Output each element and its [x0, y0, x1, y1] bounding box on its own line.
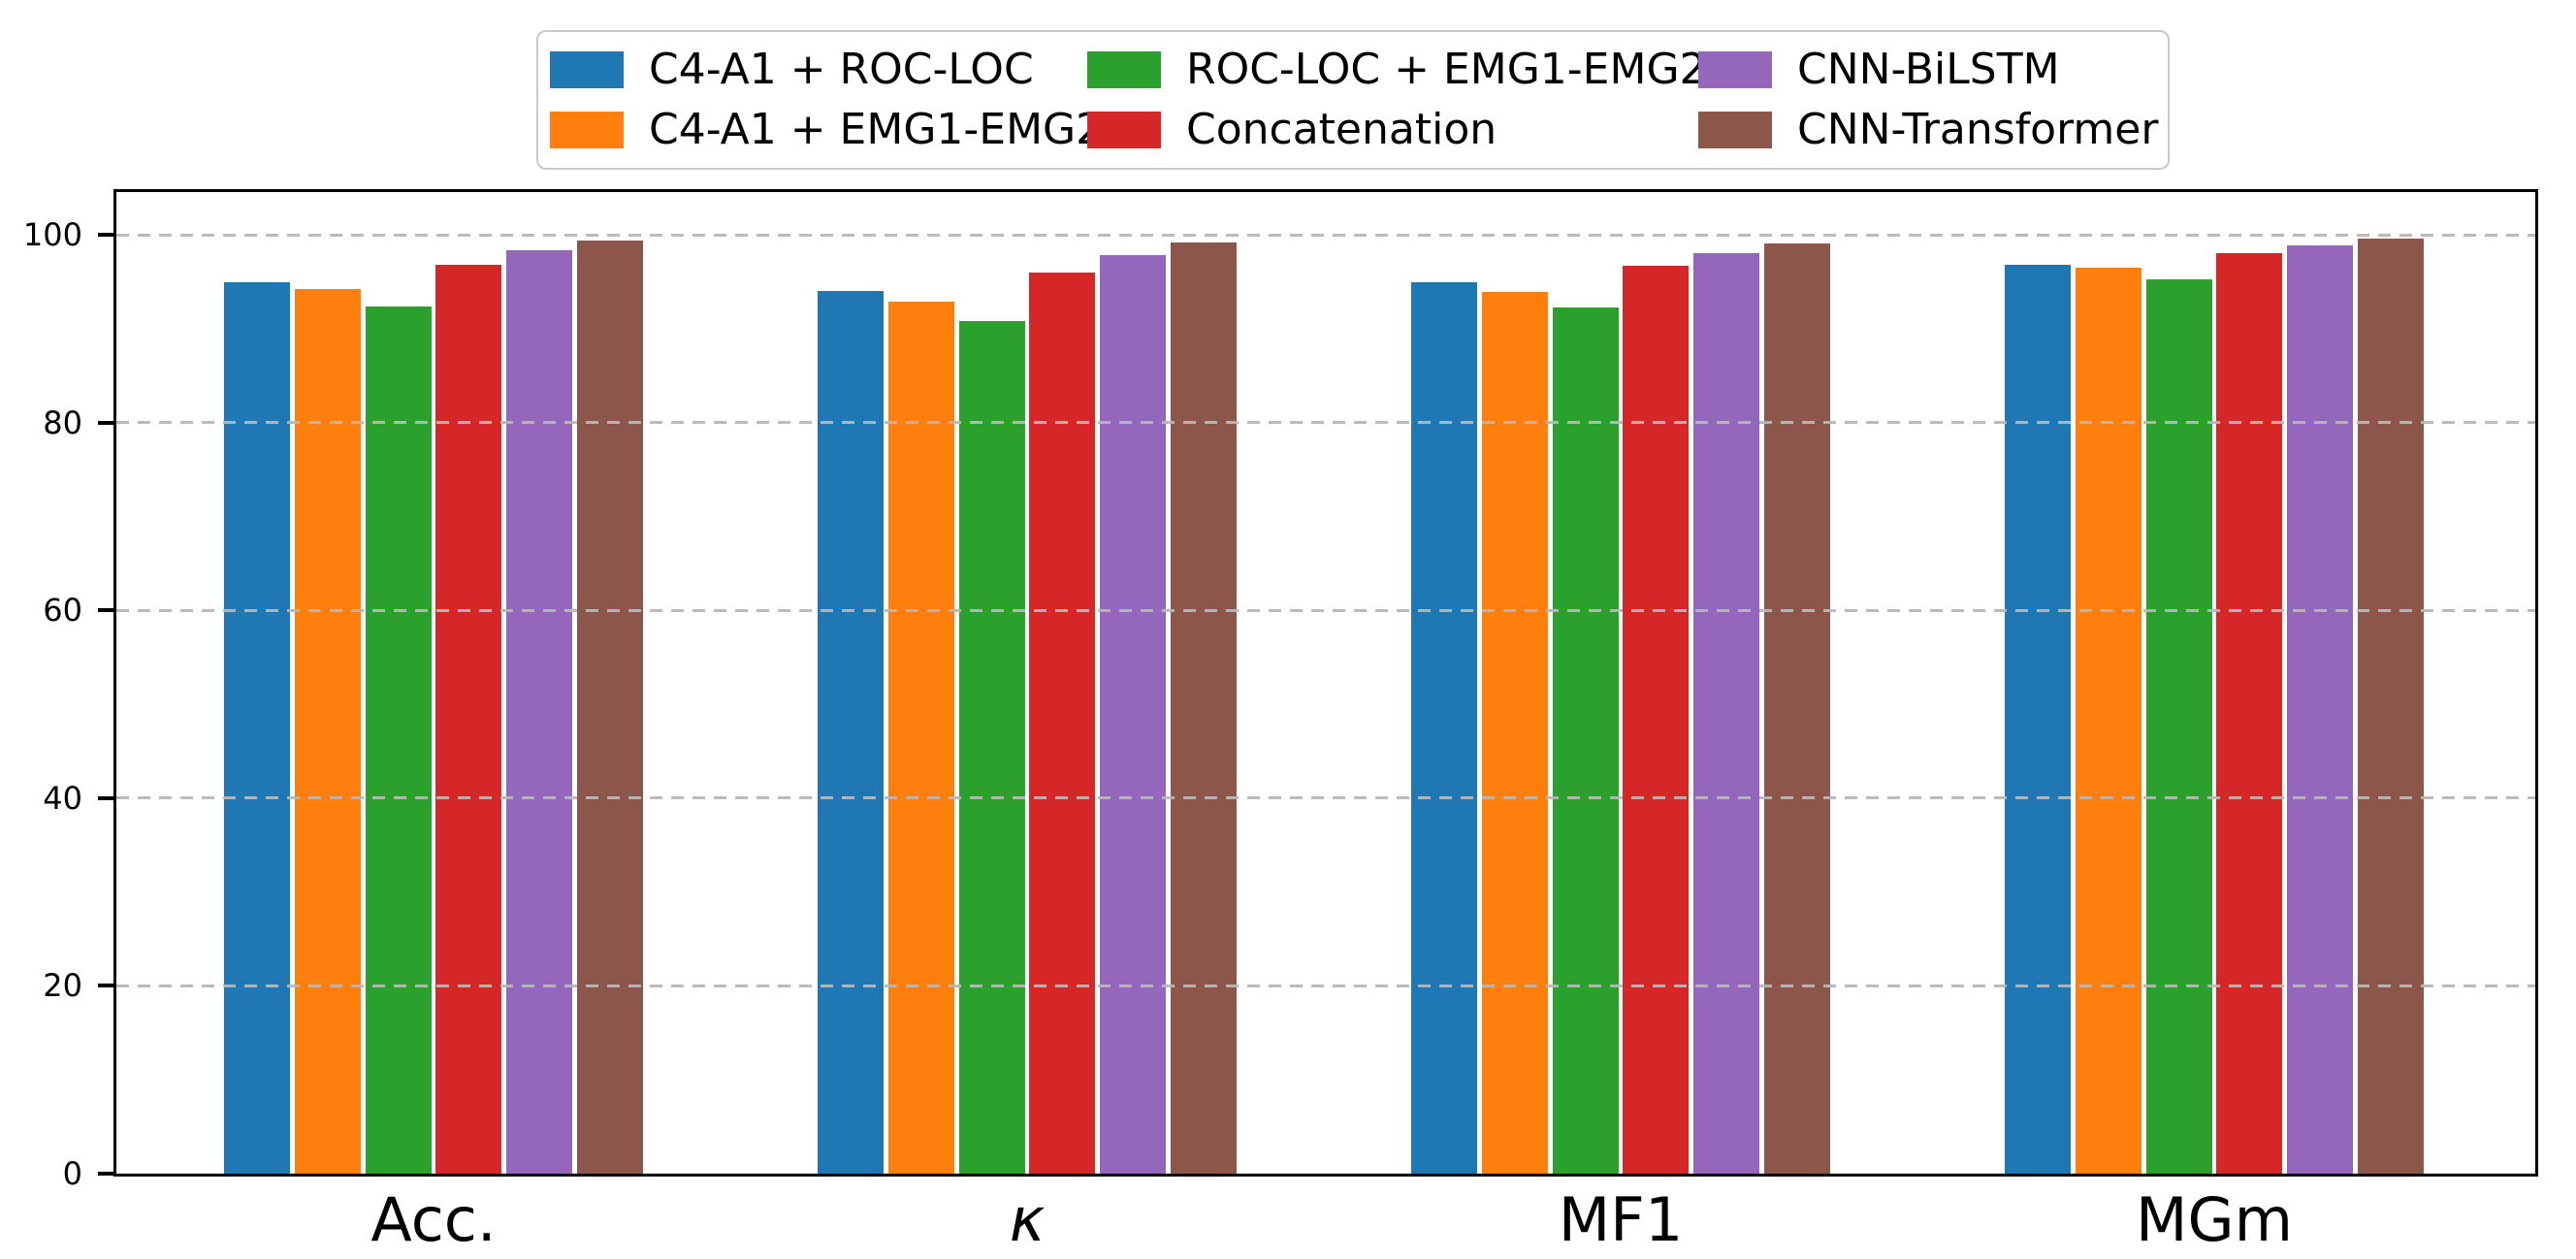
plot-area: 0 20 40 60 80 100 Acc. κ MF1 MGm — [23, 189, 2538, 1253]
bar-MGm-s2 — [2145, 278, 2212, 1174]
bar-Acc.-s5 — [577, 240, 643, 1174]
ytick-label-0: 0 — [62, 1155, 82, 1192]
ytick-label-40: 40 — [43, 779, 82, 817]
legend-swatch — [1698, 112, 1772, 148]
bar-κ-s3 — [1029, 272, 1096, 1174]
bar-κ-s5 — [1171, 242, 1237, 1174]
legend-swatch — [550, 112, 624, 148]
legend-label: CNN-BiLSTM — [1797, 45, 2060, 94]
bar-MF1-s5 — [1764, 242, 1830, 1174]
bar-MF1-s4 — [1693, 253, 1760, 1174]
legend-item: CNN-BiLSTM — [1698, 45, 2158, 94]
xtick-label-κ: κ — [1009, 1184, 1046, 1255]
bar-MGm-s4 — [2287, 244, 2354, 1174]
legend-label: C4-A1 + ROC-LOC — [649, 45, 1034, 94]
legend-item: Concatenation — [1087, 105, 1698, 154]
xtick-label-MF1: MF1 — [1558, 1184, 1684, 1255]
ytick-mark-40 — [98, 795, 113, 800]
xtick-label-Acc.: Acc. — [370, 1184, 497, 1255]
legend: C4-A1 + ROC-LOC C4-A1 + EMG1-EMG2 ROC-LOC … — [536, 30, 2170, 170]
xtick-label-MGm: MGm — [2136, 1184, 2293, 1255]
legend-swatch — [550, 51, 624, 88]
ytick-label-60: 60 — [43, 592, 82, 630]
bar-Acc.-s2 — [365, 306, 432, 1174]
ytick-label-20: 20 — [43, 967, 82, 1005]
legend-label: CNN-Transformer — [1797, 105, 2159, 154]
bar-MGm-s0 — [2005, 264, 2071, 1174]
bar-Acc.-s0 — [224, 282, 290, 1174]
bar-MF1-s0 — [1411, 282, 1477, 1174]
ytick-label-100: 100 — [22, 216, 82, 253]
legend-swatch — [1698, 51, 1772, 88]
legend-item: C4-A1 + ROC-LOC — [550, 45, 1087, 94]
ytick-mark-20 — [98, 984, 113, 988]
bar-MF1-s1 — [1481, 292, 1548, 1174]
legend-item: ROC-LOC + EMG1-EMG2 — [1087, 48, 1707, 91]
bar-Acc.-s3 — [435, 264, 502, 1174]
legend-item: CNN-Transformer — [1698, 105, 2159, 154]
bar-Acc.-s4 — [506, 250, 573, 1174]
legend-label: Concatenation — [1186, 105, 1497, 154]
ytick-mark-60 — [98, 608, 113, 613]
bar-κ-s1 — [887, 301, 954, 1174]
legend-label: C4-A1 + EMG1-EMG2 — [649, 105, 1104, 154]
bar-κ-s0 — [818, 291, 884, 1174]
ytick-mark-80 — [98, 420, 113, 425]
bar-MF1-s3 — [1623, 265, 1690, 1174]
bar-Acc.-s1 — [294, 289, 361, 1174]
bar-κ-s2 — [958, 321, 1025, 1174]
gridline-y100 — [116, 233, 2535, 237]
bar-MGm-s1 — [2075, 267, 2141, 1174]
ytick-mark-100 — [98, 233, 113, 237]
ytick-mark-0 — [98, 1172, 113, 1176]
legend-swatch — [1087, 112, 1161, 148]
legend-item: C4-A1 + EMG1-EMG2 — [550, 109, 1103, 151]
bar-κ-s4 — [1100, 255, 1167, 1174]
legend-swatch — [1087, 51, 1161, 88]
bar-MGm-s3 — [2216, 253, 2283, 1174]
bar-MF1-s2 — [1552, 307, 1619, 1174]
ytick-label-80: 80 — [43, 404, 82, 441]
legend-label: ROC-LOC + EMG1-EMG2 — [1186, 45, 1707, 94]
bar-MGm-s5 — [2358, 238, 2424, 1174]
